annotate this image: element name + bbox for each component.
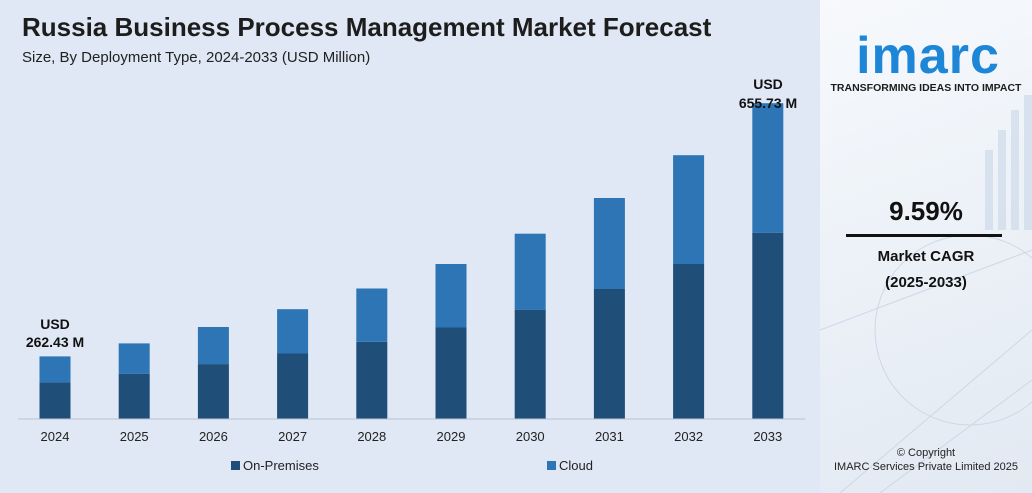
- legend-label-on-premises: On-Premises: [243, 458, 319, 473]
- bar-on-premises-2029: [435, 327, 467, 419]
- x-tick-labels: 2024 2025 2026 2027 2028 2029 2030 2031 2032 2033: [41, 429, 783, 444]
- bar-cloud-2028: [356, 288, 388, 342]
- cagr-divider: [846, 234, 1002, 237]
- x-tick-label-2032: 2032: [674, 429, 703, 444]
- bar-on-premises-2032: [673, 264, 705, 419]
- logo-tagline: TRANSFORMING IDEAS INTO IMPACT: [830, 82, 1022, 94]
- first-value-label-line2: 262.43 M: [26, 334, 84, 350]
- chart-panel: Russia Business Process Management Marke…: [18, 12, 805, 473]
- chart-title: Russia Business Process Management Marke…: [22, 12, 712, 42]
- bar-cloud-2030: [514, 233, 546, 310]
- bar-cloud-2033: [752, 103, 784, 233]
- x-tick-label-2030: 2030: [516, 429, 545, 444]
- bar-on-premises-2024: [39, 382, 71, 419]
- first-value-label-line1: USD: [40, 316, 70, 332]
- cagr-period: (2025-2033): [885, 274, 967, 291]
- copyright-holder: IMARC Services Private Limited 2025: [833, 461, 1018, 473]
- bars-group: [39, 103, 784, 419]
- bar-cloud-2029: [435, 264, 467, 328]
- side-panel: imarc TRANSFORMING IDEAS INTO IMPACT 9.5…: [820, 0, 1032, 493]
- x-tick-label-2026: 2026: [199, 429, 228, 444]
- legend-swatch-cloud: [547, 461, 556, 470]
- x-tick-label-2027: 2027: [278, 429, 307, 444]
- bar-on-premises-2027: [277, 353, 309, 419]
- x-tick-label-2031: 2031: [595, 429, 624, 444]
- bar-cloud-2032: [673, 155, 705, 264]
- legend-label-cloud: Cloud: [559, 458, 593, 473]
- bar-cloud-2031: [593, 198, 625, 289]
- x-tick-label-2028: 2028: [357, 429, 386, 444]
- legend: On-Premises Cloud: [231, 458, 593, 473]
- last-value-label-line1: USD: [753, 76, 783, 92]
- bar-on-premises-2033: [752, 232, 784, 419]
- copyright-notice: © Copyright: [896, 447, 956, 459]
- bar-on-premises-2026: [197, 364, 229, 419]
- cagr-value: 9.59%: [889, 196, 963, 226]
- chart-subtitle: Size, By Deployment Type, 2024-2033 (USD…: [22, 49, 371, 66]
- legend-swatch-on-premises: [231, 461, 240, 470]
- x-tick-label-2033: 2033: [753, 429, 782, 444]
- last-value-label-line2: 655.73 M: [739, 95, 797, 111]
- bar-cloud-2027: [277, 309, 309, 354]
- bar-on-premises-2025: [118, 373, 150, 419]
- x-tick-label-2025: 2025: [120, 429, 149, 444]
- x-tick-label-2029: 2029: [437, 429, 466, 444]
- cagr-label: Market CAGR: [877, 248, 975, 265]
- bar-cloud-2025: [118, 343, 150, 374]
- x-tick-label-2024: 2024: [41, 429, 70, 444]
- stacked-bar-chart: 2024 2025 2026 2027 2028 2029 2030 2031 2032 2033…: [18, 76, 805, 473]
- imarc-logo: imarc: [856, 27, 1000, 85]
- bar-on-premises-2028: [356, 342, 388, 419]
- bar-on-premises-2030: [514, 309, 546, 419]
- bar-cloud-2024: [39, 356, 71, 383]
- bar-cloud-2026: [197, 327, 229, 365]
- bar-on-premises-2031: [593, 289, 625, 419]
